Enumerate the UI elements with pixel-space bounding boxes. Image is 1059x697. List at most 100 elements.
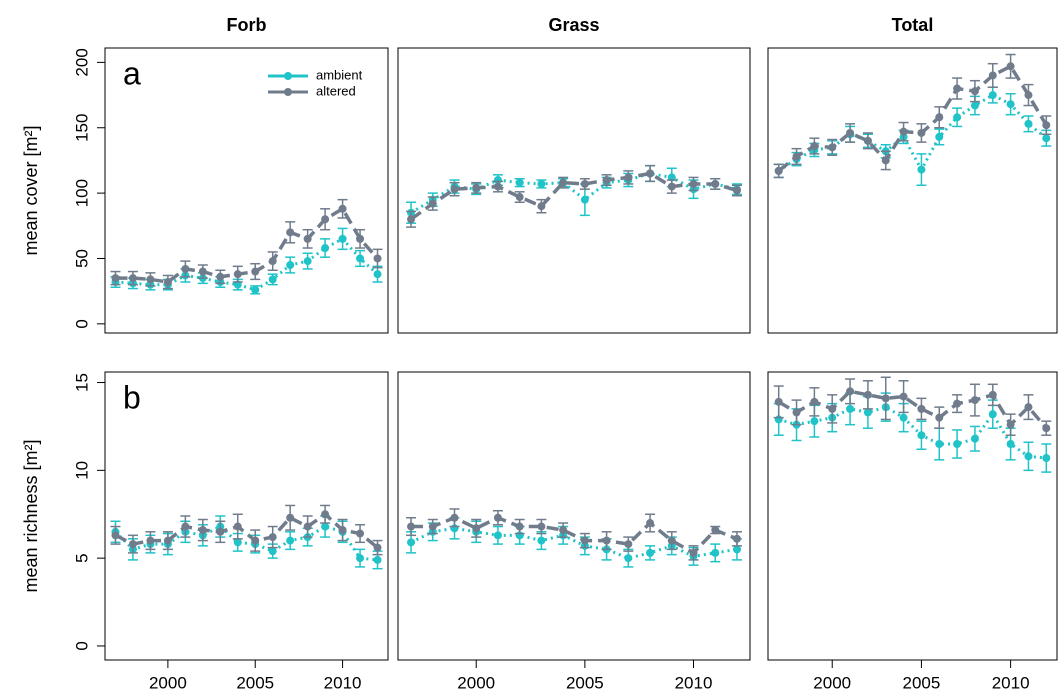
series-line <box>114 512 379 549</box>
data-point <box>111 531 120 540</box>
data-point <box>881 394 890 403</box>
data-point <box>428 522 437 531</box>
data-point <box>863 390 872 399</box>
data-point <box>303 257 312 266</box>
data-point <box>899 392 908 401</box>
data-point <box>303 522 312 531</box>
data-point <box>846 387 855 396</box>
data-point <box>233 522 242 531</box>
data-point <box>711 526 720 535</box>
data-point <box>251 267 260 276</box>
data-point <box>216 527 225 536</box>
x-tick-label: 2010 <box>324 673 362 692</box>
data-point <box>1042 424 1051 433</box>
data-point <box>1024 91 1033 100</box>
data-point <box>646 169 655 178</box>
data-point <box>774 166 783 175</box>
legend-label: ambient <box>316 67 363 82</box>
y-axis-label: mean richness [m²] <box>21 439 41 592</box>
series-line <box>115 236 379 292</box>
x-tick-label: 2000 <box>149 673 187 692</box>
data-point <box>774 397 783 406</box>
y-tick-label: 150 <box>72 114 91 142</box>
data-point <box>493 513 502 522</box>
data-point <box>493 531 502 540</box>
x-tick-label: 2005 <box>903 673 941 692</box>
data-point <box>356 254 365 263</box>
data-point <box>988 91 997 100</box>
data-point <box>953 399 962 408</box>
data-point <box>198 526 207 535</box>
data-point <box>970 87 979 96</box>
data-point <box>450 185 459 194</box>
panel-frame <box>104 371 389 661</box>
data-point <box>863 136 872 145</box>
data-point <box>1006 100 1015 109</box>
data-point <box>373 543 382 552</box>
data-point <box>935 113 944 122</box>
data-point <box>251 536 260 545</box>
data-point <box>373 270 382 279</box>
data-point <box>493 182 502 191</box>
y-tick-label: 10 <box>72 461 91 480</box>
data-point <box>233 270 242 279</box>
data-point <box>935 413 944 422</box>
y-tick-label: 5 <box>72 553 91 562</box>
data-point <box>1042 454 1051 463</box>
data-point <box>163 278 172 287</box>
data-point <box>303 234 312 243</box>
data-point <box>988 390 997 399</box>
data-point <box>1042 134 1051 143</box>
data-point <box>988 71 997 80</box>
data-point <box>970 434 979 443</box>
data-point <box>810 397 819 406</box>
data-point <box>373 254 382 263</box>
panel-frame <box>397 371 751 661</box>
y-tick-label: 0 <box>72 641 91 650</box>
data-point <box>559 178 568 187</box>
data-point <box>407 522 416 531</box>
data-point <box>472 183 481 192</box>
data-point <box>1006 62 1015 71</box>
panel-letter: a <box>123 55 141 91</box>
data-point <box>935 132 944 141</box>
data-point <box>1024 119 1033 128</box>
data-point <box>286 536 295 545</box>
data-point <box>810 142 819 151</box>
data-point <box>792 408 801 417</box>
data-point <box>537 536 546 545</box>
data-point <box>1006 420 1015 429</box>
series-line <box>777 389 1048 430</box>
data-point <box>251 285 260 294</box>
data-point <box>792 152 801 161</box>
panel-title: Forb <box>227 15 267 35</box>
data-point <box>163 536 172 545</box>
data-point <box>407 538 416 547</box>
data-point <box>935 440 944 448</box>
y-tick-label: 15 <box>72 373 91 392</box>
data-point <box>515 193 524 202</box>
data-point <box>580 195 589 204</box>
data-point <box>559 526 568 535</box>
y-tick-label: 200 <box>72 48 91 76</box>
x-tick-label: 2000 <box>457 673 495 692</box>
data-point <box>537 202 546 211</box>
data-point <box>863 408 872 417</box>
data-point <box>917 431 926 440</box>
panel-frame <box>767 371 1058 661</box>
data-point <box>146 275 155 284</box>
panel-frame <box>397 47 751 334</box>
legend-marker <box>284 88 292 96</box>
data-point <box>846 128 855 137</box>
data-point <box>373 555 382 564</box>
data-point <box>181 264 190 273</box>
legend-label: altered <box>316 83 356 98</box>
data-point <box>624 554 633 563</box>
data-point <box>917 128 926 137</box>
data-point <box>472 524 481 533</box>
data-point <box>953 113 962 122</box>
data-point <box>602 536 611 545</box>
series-line <box>410 526 738 560</box>
data-point <box>810 417 819 426</box>
data-point <box>356 554 365 563</box>
